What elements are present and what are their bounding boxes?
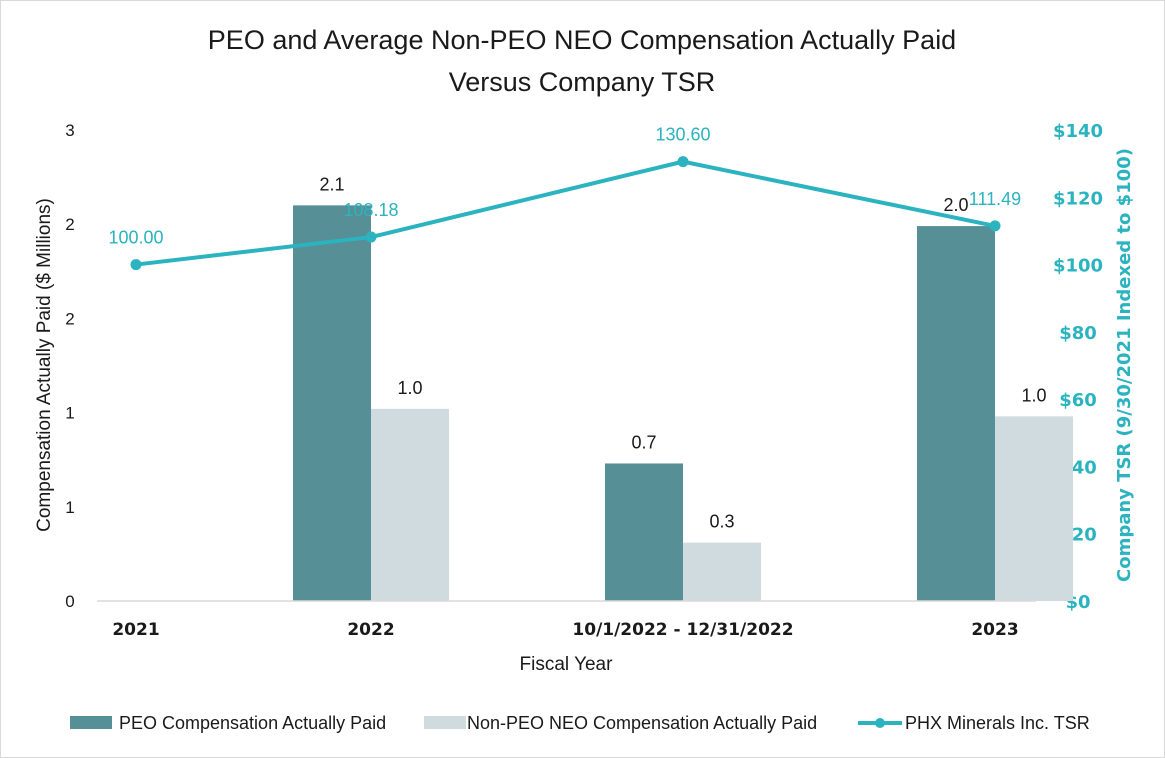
tsr-line-group: 100.00 108.18 130.60 111.49 <box>108 125 1021 271</box>
tsr-marker <box>677 156 689 168</box>
peo-bar <box>293 205 371 602</box>
tsr-data-label: 130.60 <box>655 125 710 145</box>
x-tick-label: 2021 <box>112 620 159 640</box>
tsr-marker <box>130 259 142 271</box>
tsr-marker <box>365 231 377 243</box>
y2-tick-label: $80 <box>1059 323 1097 344</box>
legend-swatch-non-peo <box>424 716 466 729</box>
non-peo-bar <box>683 542 761 601</box>
non-peo-bar-label: 1.0 <box>397 378 422 398</box>
chart-title-line-1: PEO and Average Non-PEO NEO Compensation… <box>208 25 956 55</box>
peo-bar <box>605 463 683 601</box>
peo-bar <box>917 226 995 602</box>
y-axis-left: 0 1 1 2 2 3 <box>65 121 74 611</box>
bar-labels-group: 2.1 0.7 2.0 1.0 0.3 1.0 <box>319 174 1046 531</box>
non-peo-bar <box>371 408 449 601</box>
peo-bar-label: 2.1 <box>319 174 344 194</box>
y2-tick-label: $140 <box>1053 121 1103 142</box>
y-tick-label: 2 <box>65 215 74 234</box>
y-axis-right: $0$20$40$60$80$100$120$140 <box>1053 121 1103 613</box>
legend-swatch-tsr-marker <box>875 718 885 728</box>
tsr-marker <box>989 220 1001 232</box>
bars-group <box>293 205 1073 602</box>
non-peo-bar-label: 0.3 <box>709 512 734 532</box>
legend-label-non-peo: Non-PEO NEO Compensation Actually Paid <box>467 713 817 733</box>
y-tick-label: 1 <box>65 404 74 423</box>
y2-tick-label: $100 <box>1053 256 1103 277</box>
x-axis-categories: 2021 2022 10/1/2022 - 12/31/2022 2023 <box>112 620 1018 640</box>
legend-label-tsr: PHX Minerals Inc. TSR <box>905 713 1090 733</box>
y-tick-label: 0 <box>65 592 74 611</box>
y2-axis-title: Company TSR (9/30/2021 Indexed to $100) <box>1114 148 1135 582</box>
x-axis-title: Fiscal Year <box>520 654 614 675</box>
peo-bar-label: 0.7 <box>631 432 656 452</box>
tsr-line <box>135 159 996 267</box>
x-tick-label: 2023 <box>971 620 1018 640</box>
legend-swatch-peo <box>70 716 112 729</box>
legend-label-peo: PEO Compensation Actually Paid <box>119 713 386 733</box>
tsr-data-label: 108.18 <box>343 200 398 220</box>
y2-tick-label: $120 <box>1053 188 1103 209</box>
y-tick-label: 2 <box>65 309 74 328</box>
tsr-data-label: 100.00 <box>108 228 163 248</box>
y2-tick-label: $60 <box>1059 390 1097 411</box>
non-peo-bar-label: 1.0 <box>1021 385 1046 405</box>
y-tick-label: 3 <box>65 121 74 140</box>
non-peo-bar <box>995 416 1073 601</box>
x-tick-label: 2022 <box>347 620 394 640</box>
y-axis-title: Compensation Actually Paid ($ Millions) <box>34 198 55 532</box>
x-tick-label: 10/1/2022 - 12/31/2022 <box>572 620 793 640</box>
chart-title-line-2: Versus Company TSR <box>449 67 716 97</box>
y-tick-label: 1 <box>65 498 74 517</box>
peo-bar-label: 2.0 <box>943 195 968 215</box>
legend: PEO Compensation Actually Paid Non-PEO N… <box>70 713 1090 733</box>
tsr-data-label: 111.49 <box>969 189 1021 209</box>
